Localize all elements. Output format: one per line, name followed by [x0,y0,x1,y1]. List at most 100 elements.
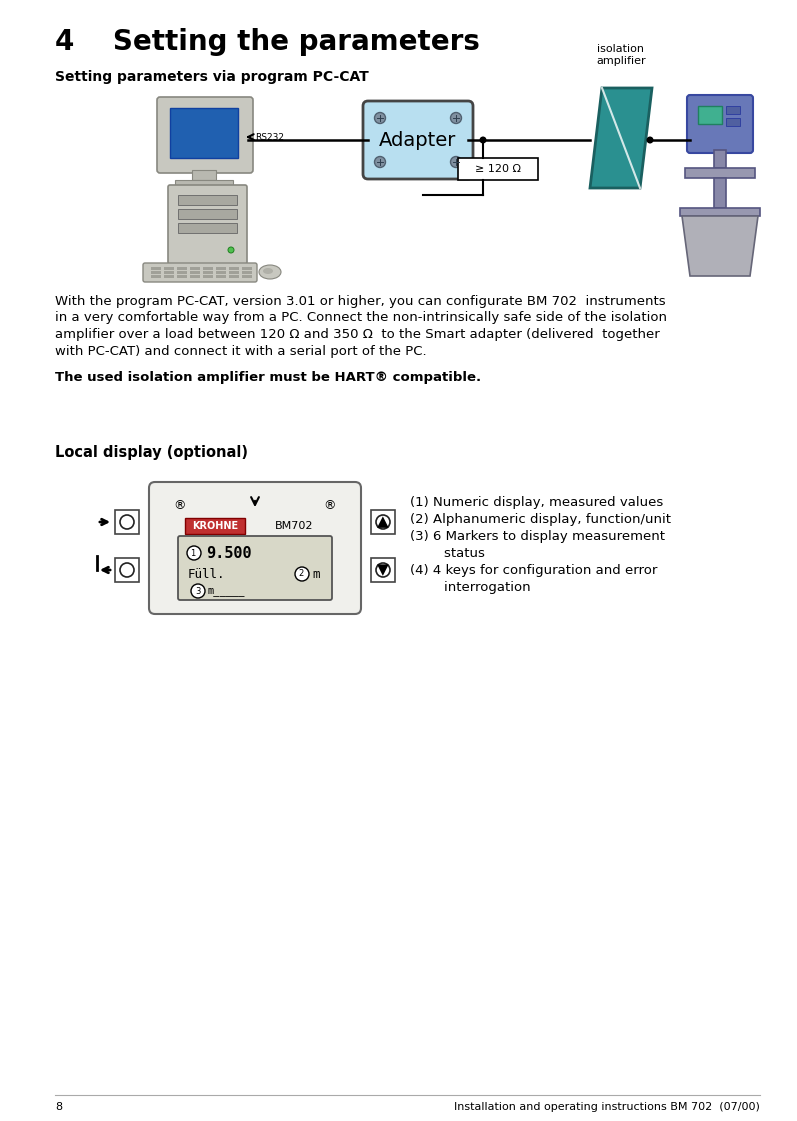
Text: (3) 6 Markers to display measurement: (3) 6 Markers to display measurement [410,530,665,543]
Bar [714,150,726,168]
Bar [216,275,226,278]
Bar [185,518,245,534]
Text: RS232: RS232 [255,132,284,141]
Bar [164,271,174,274]
Bar [680,209,760,216]
Bar [164,275,174,278]
Bar [229,267,239,270]
Bar [216,267,226,270]
Bar [458,158,538,180]
Bar [685,168,755,178]
Bar [242,267,252,270]
Text: ≥ 120 Ω: ≥ 120 Ω [475,164,521,174]
FancyBboxPatch shape [363,101,473,179]
Bar [178,209,237,219]
Text: interrogation: interrogation [410,581,531,594]
Bar [151,271,161,274]
Polygon shape [682,216,758,276]
FancyBboxPatch shape [149,482,361,614]
Text: ▲: ▲ [377,515,389,529]
FancyBboxPatch shape [178,536,332,600]
Bar [175,180,233,187]
Bar [177,271,187,274]
Text: (2) Alphanumeric display, function/unit: (2) Alphanumeric display, function/unit [410,513,671,526]
Circle shape [120,515,134,529]
Text: m_____: m_____ [208,586,245,596]
Bar [371,510,395,534]
Ellipse shape [259,265,281,279]
Circle shape [450,157,461,167]
Text: Füll.: Füll. [188,567,226,581]
Text: ®: ® [174,500,186,512]
Bar [242,271,252,274]
Text: 1: 1 [190,548,195,557]
Text: 2: 2 [298,569,304,578]
Text: Installation and operating instructions BM 702  (07/00): Installation and operating instructions … [454,1102,760,1112]
Bar [115,510,139,534]
Text: 9.500: 9.500 [206,546,252,560]
Bar [726,118,740,126]
Circle shape [376,515,390,529]
Bar [151,275,161,278]
Text: isolation
amplifier: isolation amplifier [596,44,646,66]
Bar [170,108,238,158]
Circle shape [646,137,654,143]
Bar [190,271,200,274]
Circle shape [376,563,390,577]
Text: ®: ® [324,500,336,512]
Text: with PC-CAT) and connect it with a serial port of the PC.: with PC-CAT) and connect it with a seria… [55,344,426,358]
Bar [203,275,213,278]
Bar [203,271,213,274]
Bar [178,195,237,205]
Text: amplifier over a load between 120 Ω and 350 Ω  to the Smart adapter (delivered  : amplifier over a load between 120 Ω and … [55,328,660,341]
Circle shape [187,546,201,560]
Circle shape [295,567,309,581]
Circle shape [480,137,486,143]
Bar [190,267,200,270]
Text: Setting parameters via program PC-CAT: Setting parameters via program PC-CAT [55,70,369,84]
Circle shape [450,112,461,123]
Bar [726,106,740,114]
FancyBboxPatch shape [143,263,257,282]
Polygon shape [590,89,652,188]
Bar [190,275,200,278]
Text: Local display (optional): Local display (optional) [55,445,248,460]
Bar [229,275,239,278]
Ellipse shape [263,268,273,274]
Circle shape [120,563,134,577]
Circle shape [375,157,386,167]
Circle shape [191,584,205,597]
Bar [192,170,216,180]
Bar [216,271,226,274]
Text: in a very comfortable way from a PC. Connect the non-intrinsically safe side of : in a very comfortable way from a PC. Con… [55,312,667,324]
Text: 8: 8 [55,1102,62,1112]
FancyBboxPatch shape [157,98,253,173]
Text: 4    Setting the parameters: 4 Setting the parameters [55,28,480,56]
Text: KROHNE: KROHNE [192,521,238,531]
Text: (4) 4 keys for configuration and error: (4) 4 keys for configuration and error [410,564,658,577]
Bar [714,178,726,209]
Bar [151,267,161,270]
Bar [698,106,722,124]
Text: (1) Numeric display, measured values: (1) Numeric display, measured values [410,495,663,509]
Bar [178,223,237,233]
Bar [229,271,239,274]
Circle shape [375,112,386,123]
Text: The used isolation amplifier must be HART® compatible.: The used isolation amplifier must be HAR… [55,371,481,383]
Bar [203,267,213,270]
Text: With the program PC-CAT, version 3.01 or higher, you can configurate BM 702  ins: With the program PC-CAT, version 3.01 or… [55,295,665,308]
Text: Adapter: Adapter [379,130,457,149]
Circle shape [228,247,234,253]
Bar [242,275,252,278]
Text: status: status [410,547,485,560]
Text: ▼: ▼ [377,563,389,577]
FancyBboxPatch shape [168,185,247,265]
Bar [371,558,395,582]
Text: 3: 3 [195,586,201,595]
Bar [177,275,187,278]
Bar [164,267,174,270]
Bar [115,558,139,582]
Bar [177,267,187,270]
Text: m: m [312,567,320,581]
FancyBboxPatch shape [687,95,753,152]
